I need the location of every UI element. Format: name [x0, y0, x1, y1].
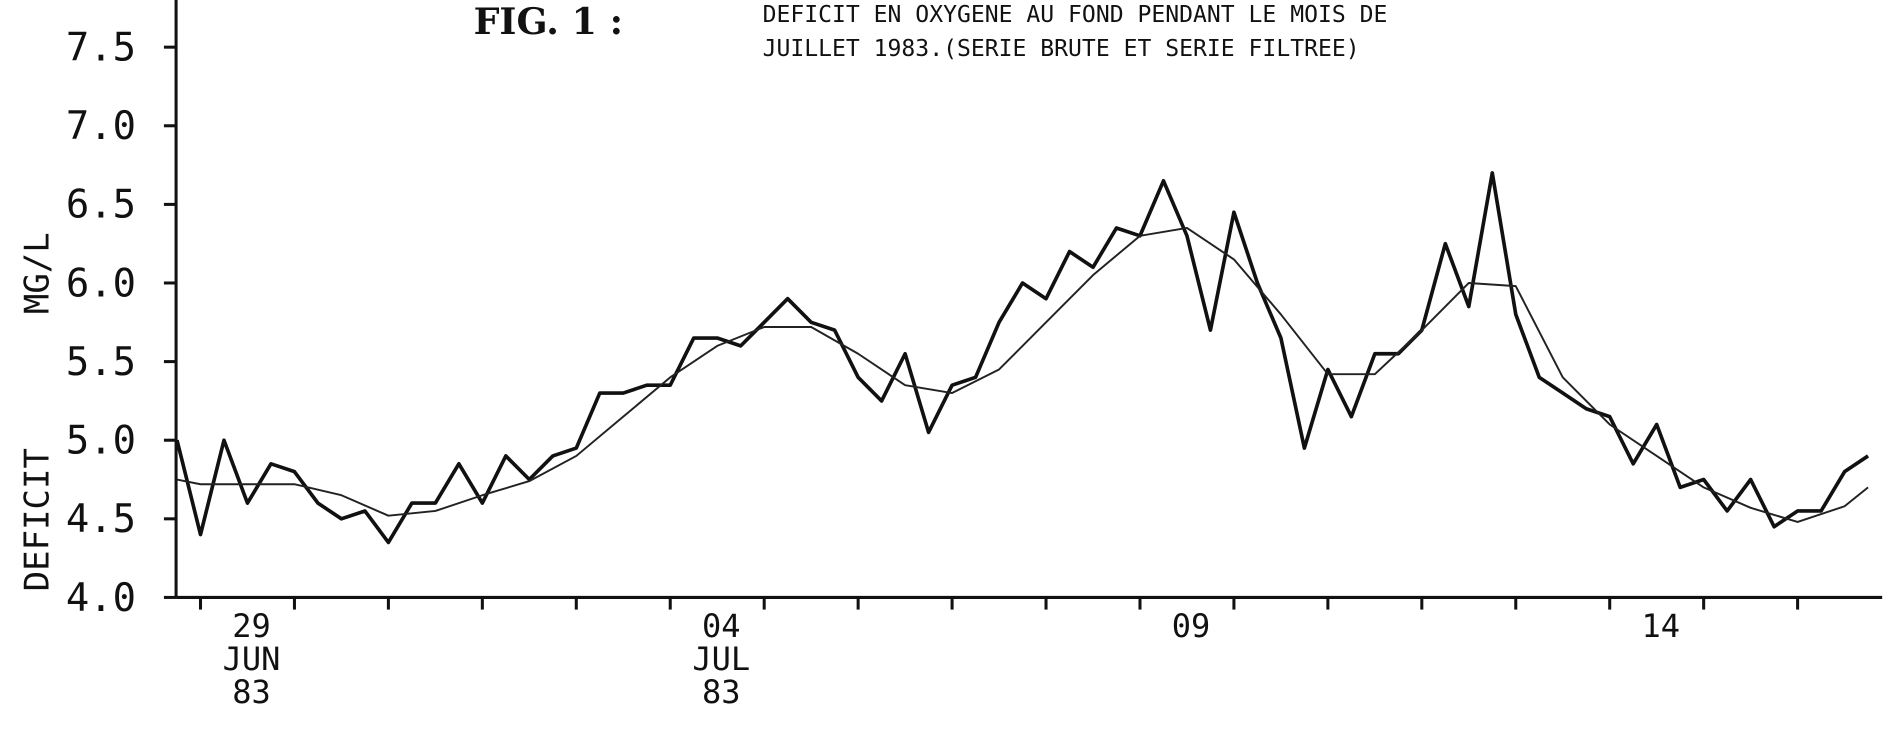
x-tick-label: 09 — [1171, 606, 1211, 645]
data-line — [175, 171, 1870, 545]
x-tick-label: 04 JUL 83 — [692, 606, 751, 711]
y-tick-label: 6.5 — [66, 183, 136, 228]
y-tick-label: 7.5 — [66, 26, 136, 71]
data-line — [176, 227, 1869, 523]
y-tick-label: 4.0 — [66, 576, 136, 621]
y-tick-label: 4.5 — [66, 497, 136, 542]
x-tick-label: 14 — [1641, 606, 1680, 645]
figure-label: FIG. 1 : — [474, 0, 623, 43]
plot: FIG. 1 : DEFICIT EN OXYGENE AU FOND PEND… — [18, 0, 1883, 621]
y-axis-label: DEFICIT — [18, 448, 58, 591]
y-axis-label: MG/L — [18, 232, 58, 314]
title-line: JUILLET 1983.(SERIE BRUTE ET SERIE FILTR… — [763, 36, 1360, 62]
y-tick-label: 5.0 — [66, 419, 136, 464]
title-line: DEFICIT EN OXYGENE AU FOND PENDANT LE MO… — [763, 2, 1388, 28]
x-tick-label: 29 JUN 83 — [222, 606, 281, 711]
y-tick-label: 7.0 — [66, 104, 136, 149]
y-tick-label: 5.5 — [66, 340, 136, 385]
y-tick-label: 6.0 — [66, 261, 136, 306]
